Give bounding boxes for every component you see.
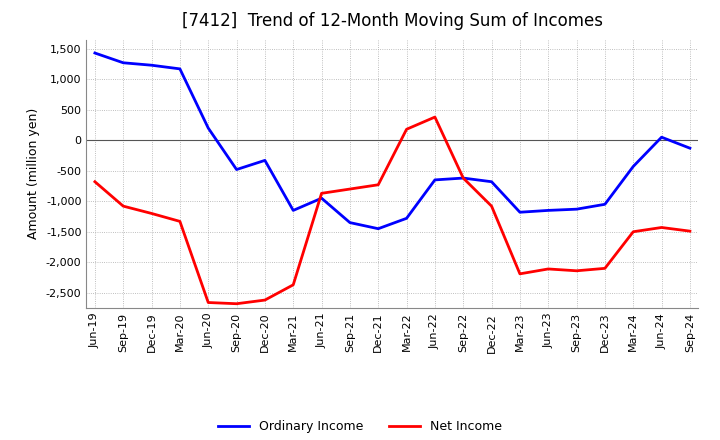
Net Income [629,229,637,235]
Ordinary Income [431,177,439,183]
Net Income [318,191,326,196]
Line: Net Income: Net Income [95,117,690,304]
Net Income [176,219,184,224]
Net Income [459,176,467,181]
Ordinary Income [600,202,609,207]
Ordinary Income [148,62,156,68]
Net Income [289,282,297,287]
Net Income [233,301,241,306]
Net Income [544,266,552,271]
Net Income [572,268,581,273]
Ordinary Income [487,179,496,184]
Ordinary Income [402,216,411,221]
Net Income [600,266,609,271]
Net Income [204,300,212,305]
Ordinary Income [657,135,666,140]
Ordinary Income [176,66,184,72]
Ordinary Income [572,206,581,212]
Ordinary Income [629,164,637,169]
Ordinary Income [91,50,99,55]
Net Income [346,187,354,192]
Ordinary Income [233,167,241,172]
Y-axis label: Amount (million yen): Amount (million yen) [27,108,40,239]
Ordinary Income [459,176,467,181]
Ordinary Income [374,226,382,231]
Title: [7412]  Trend of 12-Month Moving Sum of Incomes: [7412] Trend of 12-Month Moving Sum of I… [182,12,603,30]
Net Income [516,271,524,276]
Ordinary Income [289,208,297,213]
Ordinary Income [516,209,524,215]
Ordinary Income [318,195,326,201]
Ordinary Income [346,220,354,225]
Net Income [91,179,99,184]
Ordinary Income [544,208,552,213]
Ordinary Income [261,158,269,163]
Legend: Ordinary Income, Net Income: Ordinary Income, Net Income [213,415,507,438]
Ordinary Income [119,60,127,66]
Net Income [487,203,496,209]
Line: Ordinary Income: Ordinary Income [95,53,690,229]
Net Income [119,203,127,209]
Net Income [685,228,694,234]
Net Income [261,297,269,303]
Net Income [402,127,411,132]
Net Income [374,182,382,187]
Ordinary Income [204,125,212,131]
Ordinary Income [685,146,694,151]
Net Income [148,211,156,216]
Net Income [657,225,666,230]
Net Income [431,114,439,120]
